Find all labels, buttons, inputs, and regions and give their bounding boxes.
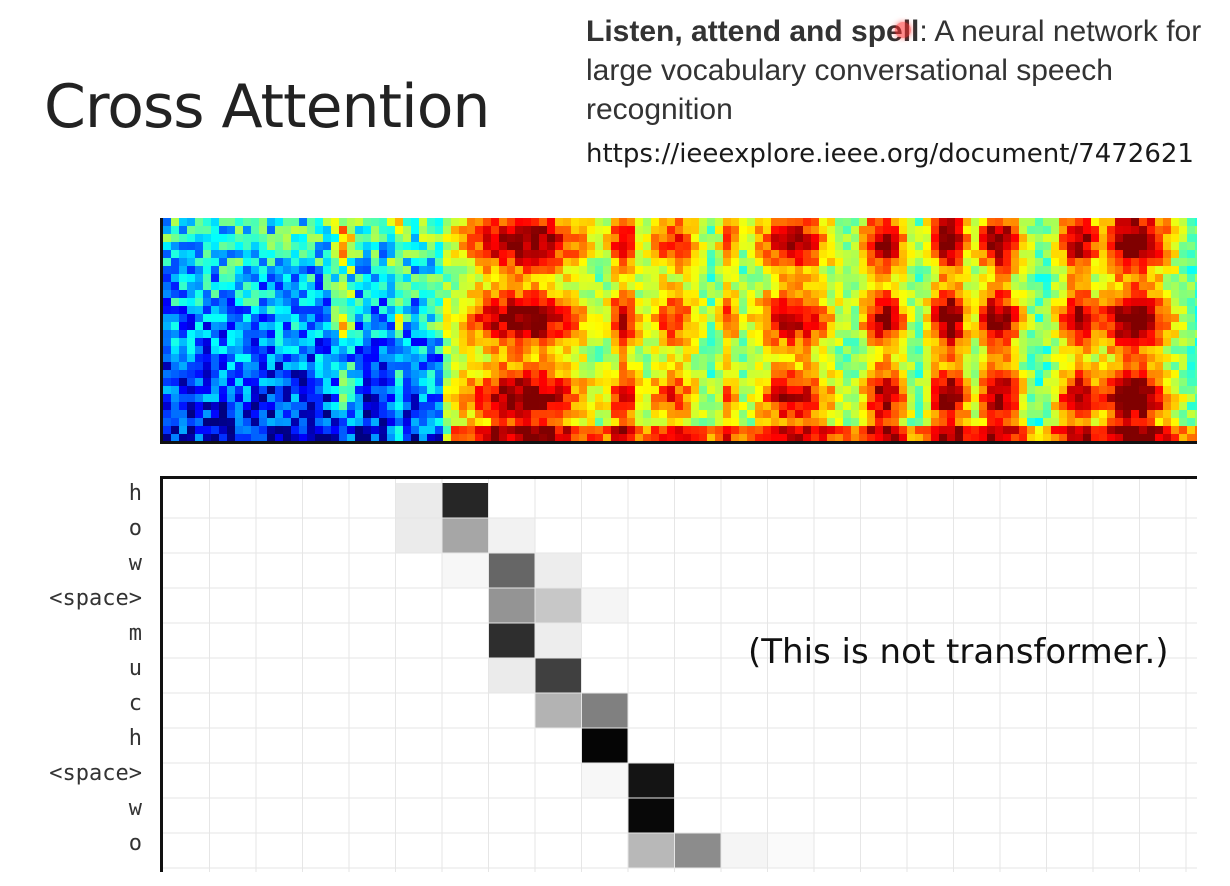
pointer-highlight	[895, 22, 911, 38]
row-label: o	[128, 516, 142, 541]
attention-cell	[767, 833, 814, 868]
attention-cell	[581, 693, 628, 728]
slide-title: Cross Attention	[44, 72, 490, 142]
spectrogram-image	[163, 218, 1197, 441]
attention-cell	[581, 763, 628, 798]
attention-cell	[535, 623, 582, 658]
row-label: o	[128, 831, 142, 856]
row-label: <space>	[49, 586, 142, 611]
attention-cell	[442, 483, 489, 518]
attention-cell	[628, 833, 675, 868]
attention-cell	[442, 553, 489, 588]
row-label: c	[128, 691, 142, 716]
attention-cell	[535, 658, 582, 693]
attention-cell	[721, 833, 768, 868]
attention-cell	[581, 588, 628, 623]
attention-cell	[488, 553, 535, 588]
attention-cell	[488, 518, 535, 553]
attention-cell	[535, 553, 582, 588]
row-label: h	[128, 726, 142, 751]
row-label: w	[128, 796, 142, 821]
attention-cell	[535, 588, 582, 623]
paper-title-rest: : A neural network for large vocabulary …	[586, 15, 1202, 126]
attention-cell	[581, 728, 628, 763]
row-label: m	[128, 621, 142, 646]
attention-cell	[442, 518, 489, 553]
paper-reference: Listen, attend and spell: A neural netwo…	[586, 12, 1216, 129]
attention-map	[160, 476, 1197, 872]
attention-cell	[395, 518, 442, 553]
attention-map-image	[163, 479, 1197, 872]
row-label: <space>	[49, 761, 142, 786]
attention-cell	[488, 658, 535, 693]
spectrogram	[160, 218, 1197, 444]
row-label: w	[128, 551, 142, 576]
attention-cell	[674, 833, 721, 868]
row-label: u	[128, 656, 142, 681]
paper-url-link[interactable]: https://ieeexplore.ieee.org/document/747…	[586, 139, 1194, 169]
row-label: h	[128, 481, 142, 506]
attention-cell	[628, 798, 675, 833]
note-text: (This is not transformer.)	[748, 632, 1169, 672]
attention-cell	[488, 623, 535, 658]
attention-cell	[488, 588, 535, 623]
attention-cell	[395, 483, 442, 518]
paper-title-bold: Listen, attend and spell	[586, 15, 920, 48]
attention-cell	[628, 763, 675, 798]
attention-cell	[535, 693, 582, 728]
